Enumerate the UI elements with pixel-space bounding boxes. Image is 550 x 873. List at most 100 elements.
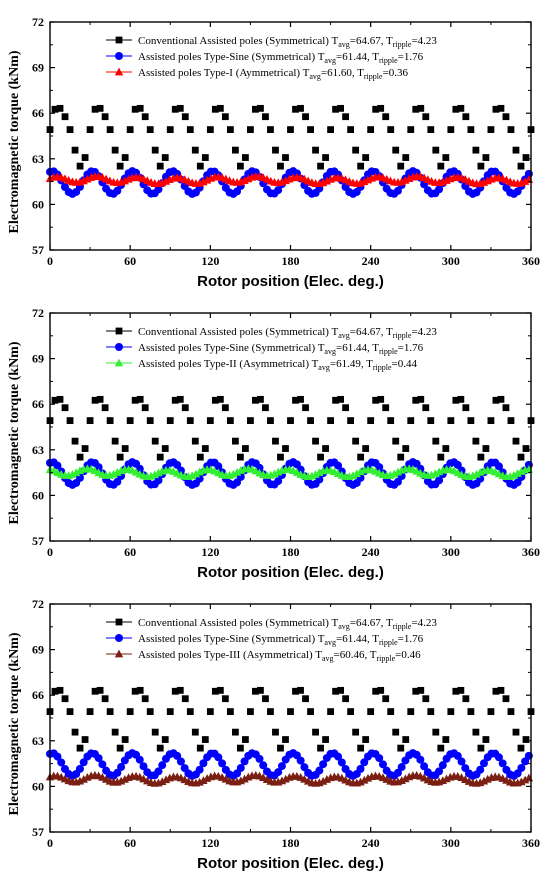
series-point xyxy=(322,154,329,161)
series-point xyxy=(274,768,283,777)
legend-marker xyxy=(115,618,123,626)
series-point xyxy=(71,146,79,154)
series-point xyxy=(472,437,480,445)
torque-chart-type-ii: 0 60 120 180 240 300 360 57 60 63 66 69 72 Rotor posi… xyxy=(0,291,550,582)
series-point xyxy=(502,695,510,703)
series-point xyxy=(51,105,59,113)
series-point xyxy=(312,146,319,154)
y-tick-label: 72 xyxy=(32,597,44,611)
series-point xyxy=(242,154,249,161)
series-point xyxy=(211,687,219,695)
series-point xyxy=(342,404,350,412)
series-point xyxy=(76,162,84,170)
series-point xyxy=(432,437,440,445)
series-point xyxy=(151,728,159,736)
series-point xyxy=(435,476,444,485)
series-point xyxy=(154,476,163,485)
series-point xyxy=(126,417,134,424)
series-3 xyxy=(45,171,534,188)
series-point xyxy=(156,453,164,461)
legend-entry: Conventional Assisted poles (Symmetrical… xyxy=(138,326,437,340)
series-point xyxy=(457,104,465,112)
legend-marker xyxy=(115,36,123,44)
series-point xyxy=(111,728,119,736)
series-point xyxy=(487,126,495,133)
series-point xyxy=(195,765,204,774)
series-point xyxy=(247,126,254,133)
series-point xyxy=(307,417,314,424)
series-point xyxy=(360,775,369,784)
series-point xyxy=(113,768,122,777)
legend-entry: Conventional Assisted poles (Symmetrical… xyxy=(138,617,437,631)
series-point xyxy=(161,445,169,452)
series-point xyxy=(397,744,405,752)
series-point xyxy=(378,760,387,769)
series-point xyxy=(522,736,530,743)
series-point xyxy=(502,404,510,412)
series-point xyxy=(412,105,420,113)
series-point xyxy=(86,417,94,424)
series-point xyxy=(141,113,149,121)
series-point xyxy=(106,417,114,424)
chart-svg: 0 60 120 180 240 300 360 57 60 63 66 69 72 Rotor posi… xyxy=(7,306,540,581)
series-point xyxy=(176,395,184,403)
y-tick-label: 69 xyxy=(32,352,44,366)
series-point xyxy=(372,105,380,113)
series-point xyxy=(476,765,485,774)
series-point xyxy=(98,760,107,769)
series-point xyxy=(422,695,430,703)
series-point xyxy=(136,104,144,112)
series-point xyxy=(91,687,99,695)
series-point xyxy=(156,744,164,752)
series-point xyxy=(494,462,503,471)
series-point xyxy=(297,395,304,403)
series-point xyxy=(397,162,405,170)
series-point xyxy=(487,417,495,424)
series-point xyxy=(352,146,360,154)
series-point xyxy=(392,437,400,445)
series-point xyxy=(71,728,79,736)
series-point xyxy=(221,113,229,121)
torque-chart-type-i: 0 60 120 180 240 300 360 57 60 63 66 69 72 Rotor posi… xyxy=(0,0,550,291)
series-point xyxy=(507,708,515,715)
series-point xyxy=(191,437,199,445)
series-point xyxy=(327,708,334,715)
x-tick-label: 60 xyxy=(124,836,136,850)
series-point xyxy=(332,396,339,404)
series-point xyxy=(86,126,94,133)
series-point xyxy=(312,728,319,736)
x-tick-label: 360 xyxy=(522,545,540,559)
series-point xyxy=(372,687,380,695)
series-point xyxy=(186,708,194,715)
x-tick-label: 60 xyxy=(124,254,136,268)
y-tick-label: 72 xyxy=(32,306,44,320)
y-tick-label: 63 xyxy=(32,443,44,457)
series-point xyxy=(101,404,109,412)
series-point xyxy=(362,154,370,161)
series-point xyxy=(53,461,62,470)
series-point xyxy=(422,404,430,412)
series-point xyxy=(393,768,402,777)
x-tick-label: 180 xyxy=(282,254,300,268)
series-point xyxy=(117,763,126,772)
y-tick-label: 63 xyxy=(32,152,44,166)
series-point xyxy=(196,453,204,461)
series-point xyxy=(334,461,343,470)
series-point xyxy=(462,404,470,412)
series-point xyxy=(507,417,515,424)
y-tick-label: 60 xyxy=(32,779,44,793)
series-point xyxy=(467,417,475,424)
series-point xyxy=(191,146,199,154)
series-point xyxy=(287,126,294,133)
series-point xyxy=(216,104,224,112)
series-point xyxy=(482,736,490,743)
series-point xyxy=(267,708,274,715)
series-point xyxy=(113,186,122,195)
series-point xyxy=(382,695,390,703)
series-point xyxy=(139,762,148,771)
legend-marker xyxy=(114,649,124,658)
y-tick-label: 72 xyxy=(32,15,44,29)
series-point xyxy=(199,759,208,768)
series-point xyxy=(442,736,450,743)
series-point xyxy=(347,126,355,133)
